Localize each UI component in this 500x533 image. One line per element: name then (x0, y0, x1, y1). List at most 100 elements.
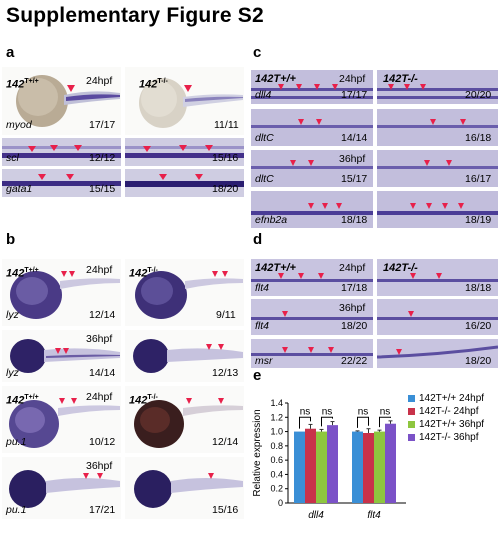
count-label: 18/18 (341, 214, 368, 226)
count-label: 16/18 (465, 132, 492, 144)
panel-d-flt4-36-wt: 36hpf flt4 18/20 (251, 299, 373, 335)
geno-wt-main: 142 (6, 394, 25, 407)
legend-swatch (408, 420, 415, 428)
geno-wt-main: 142 (6, 78, 25, 91)
count-label: 14/14 (341, 132, 368, 144)
geno-mut-sup: T-/- (147, 267, 158, 274)
stage-label: 36hpf (86, 333, 113, 345)
gene-label: lyz (6, 367, 19, 379)
legend-swatch (408, 394, 415, 402)
vessel-image (2, 145, 121, 158)
embryo-image (139, 78, 243, 128)
gene-label: scl (6, 152, 19, 164)
panel-d-flt4-36-mut: 16/20 (377, 299, 498, 335)
legend-swatch (408, 407, 415, 415)
legend-label: 142T-/- 36hpf (419, 431, 479, 443)
embryo-image (134, 398, 243, 448)
geno-wt-sup: T+/+ (24, 78, 39, 85)
legend-label: 142T+/+ 36hpf (419, 418, 485, 430)
count-label: 10/12 (89, 436, 116, 448)
vessel-image (377, 311, 498, 320)
panel-label-a: a (6, 44, 15, 61)
y-tick-label: 1.2 (270, 412, 283, 422)
legend-item: 142T-/- 36hpf (408, 431, 484, 443)
count-label: 20/20 (465, 89, 492, 101)
stage-label: 36hpf (86, 460, 113, 472)
geno-mut: 142T-/- (383, 73, 418, 85)
count-label: 18/20 (212, 183, 239, 195)
count-label: 17/17 (341, 89, 368, 101)
stage-label: 24hpf (86, 391, 113, 403)
gene-label: efnb2a (255, 214, 288, 226)
vessel-image (251, 203, 373, 215)
count-label: 17/18 (341, 282, 368, 294)
panel-label-e: e (253, 367, 262, 384)
geno-mut-main: 142 (139, 78, 158, 91)
significance-bracket (321, 416, 333, 427)
count-label: 14/14 (89, 367, 116, 379)
significance-bracket (379, 416, 391, 428)
panel-a-myod-wt: 142T+/+ 24hpf myod 17/17 (2, 67, 121, 135)
count-label: 15/15 (89, 183, 116, 195)
geno-mut-main: 142 (129, 267, 148, 280)
panel-d-flt4-24-wt: 142T+/+ 24hpf flt4 17/18 (251, 259, 373, 296)
stage-label: 24hpf (339, 73, 366, 85)
x-tick-label: flt4 (367, 510, 381, 521)
count-label: 15/16 (212, 504, 239, 516)
panel-a-myod-mut: 142T-/- 11/11 (125, 67, 244, 135)
stage-label: 24hpf (86, 75, 113, 87)
vessel-image (377, 273, 498, 282)
embryo-image (9, 398, 120, 448)
significance-label: ns (358, 406, 369, 417)
embryo-image (135, 271, 243, 319)
legend-label: 142T+/+ 24hpf (419, 392, 485, 404)
chart-legend: 142T+/+ 24hpf 142T-/- 24hpf 142T+/+ 36hp… (408, 392, 484, 444)
geno-wt-main: 142 (6, 267, 25, 280)
count-label: 17/17 (89, 119, 116, 131)
y-tick-label: 1.0 (270, 427, 283, 437)
embryo-image (9, 470, 120, 508)
panel-d-flt4-24-mut: 142T-/- 18/18 (377, 259, 498, 296)
y-tick-label: 0.2 (270, 484, 283, 494)
vessel-image (377, 84, 498, 99)
vessel-image (377, 203, 498, 215)
panel-label-c: c (253, 44, 262, 61)
geno-wt: 142T+/+ (255, 73, 296, 85)
panel-b-pu1-24-mut: 142T-/- 12/14 (125, 386, 244, 453)
count-label: 18/20 (465, 355, 492, 367)
vessel-image (2, 174, 121, 186)
vessel-image (377, 119, 498, 128)
significance-label: ns (300, 406, 311, 417)
count-label: 15/16 (212, 152, 239, 164)
figure-title: Supplementary Figure S2 (6, 4, 264, 27)
gene-label: myod (6, 119, 32, 131)
significance-bracket (357, 416, 369, 428)
count-label: 18/19 (465, 214, 492, 226)
count-label: 18/20 (341, 320, 368, 332)
panel-c-dltc1-mut: 16/18 (377, 109, 498, 146)
panel-b-lyz36-mut: 12/13 (125, 330, 244, 382)
panel-c-dll4-wt: 142T+/+ 24hpf dll4 17/17 (251, 70, 373, 104)
vessel-image (125, 145, 244, 158)
bar (327, 425, 338, 503)
embryo-image (16, 75, 120, 127)
legend-item: 142T+/+ 36hpf (408, 418, 484, 430)
panel-c-dll4-mut: 142T-/- 20/20 (377, 70, 498, 104)
count-label: 12/12 (89, 152, 116, 164)
panel-label-d: d (253, 231, 263, 248)
expression-bar-chart: 0 0.2 0.4 0.6 0.8 1.0 1.2 1.4 Relative expressio… (252, 398, 406, 521)
count-label: 9/11 (216, 309, 236, 321)
vessel-image (251, 347, 373, 356)
count-label: 22/22 (341, 355, 368, 367)
stage-label: 36hpf (339, 153, 366, 165)
gene-label: msr (255, 355, 273, 367)
y-tick-label: 0.4 (270, 469, 283, 479)
significance-label: ns (380, 406, 391, 417)
embryo-image (133, 339, 243, 373)
embryo-image (134, 470, 243, 508)
vessel-image (251, 160, 373, 169)
panel-d-msr-mut: 18/20 (377, 339, 498, 368)
bar (316, 431, 327, 503)
geno-mut-sup: T-/- (147, 394, 158, 401)
panel-b-pu1-36-mut: 15/16 (125, 457, 244, 519)
